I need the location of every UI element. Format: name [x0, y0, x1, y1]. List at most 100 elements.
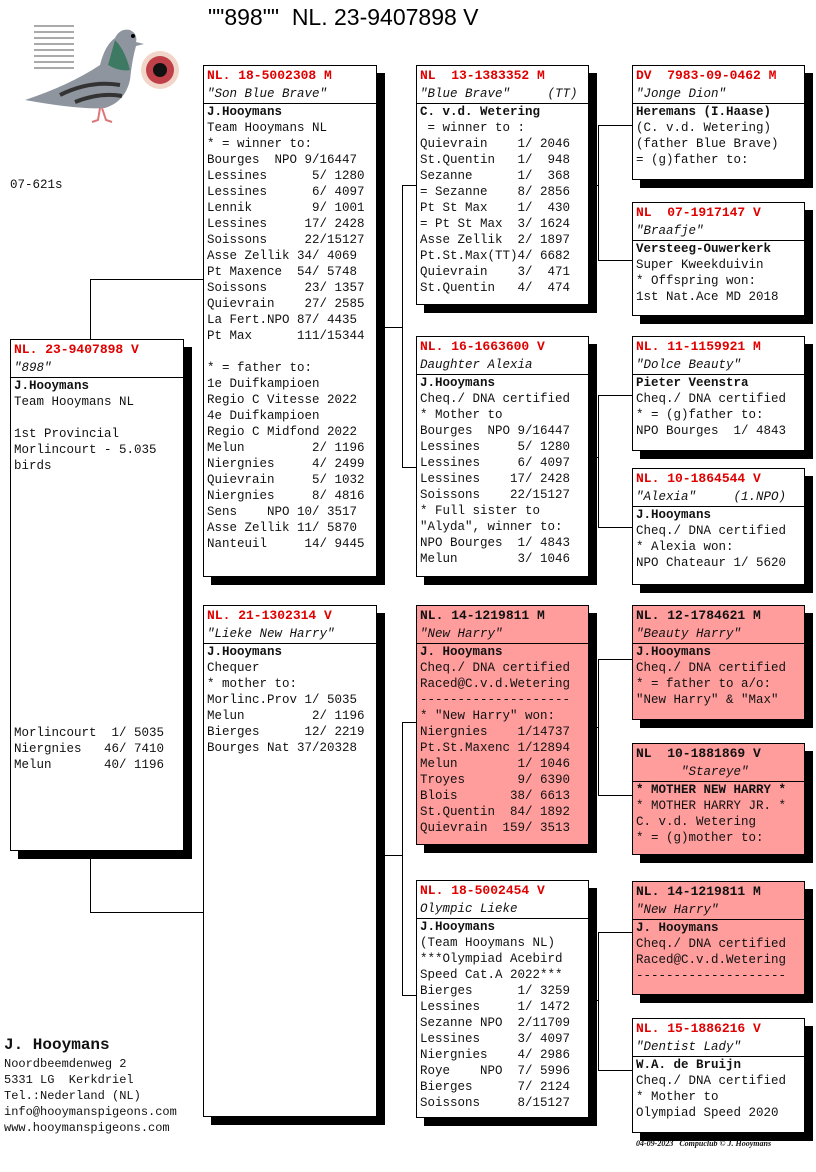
card-line: Asse Zellik 2/ 1897: [420, 233, 571, 247]
card-line: Niergnies 8/ 4816: [207, 489, 365, 503]
card-line: Cheq./ DNA certified: [636, 661, 787, 675]
card-line: Lennik 9/ 1001: [207, 201, 365, 215]
pedigree-card-sire: NL. 18-5002308 M "Son Blue Brave" J.Hooyma…: [203, 65, 377, 577]
connector-line: [90, 912, 203, 913]
card-line: Chequer: [207, 661, 260, 675]
pigeon-name: "Dolce Beauty": [636, 358, 742, 372]
card-line: Raced@C.v.d.Wetering: [420, 677, 571, 691]
card-line: 4e Duifkampioen: [207, 409, 320, 423]
card-line: W.A. de Bruijn: [636, 1058, 742, 1072]
pedigree-card-ssd: NL 07-1917147 V "Braafje" Versteeg-Ouwerke…: [632, 202, 805, 316]
card-line: Pieter Veenstra: [636, 376, 749, 390]
card-line: * = father to a/o:: [636, 677, 772, 691]
card-line: Roye NPO 7/ 5996: [420, 1064, 571, 1078]
card-line: --------------------: [636, 969, 787, 983]
card-line: NPO Chateaur 1/ 5620: [636, 556, 787, 570]
card-header: NL. 16-1663600 V Daughter Alexia: [417, 337, 588, 375]
connector-line: [376, 327, 402, 328]
card-line: Soissons 22/15127: [207, 233, 365, 247]
owner-block: J. Hooymans Noordbeemdenweg 2 5331 LG Ke…: [4, 1034, 177, 1136]
card-line: Cheq./ DNA certified: [420, 661, 571, 675]
card-header: DV 7983-09-0462 M "Jonge Dion": [633, 66, 804, 104]
card-line: Sezanne 1/ 368: [420, 169, 571, 183]
pigeon-name: Olympic Lieke: [420, 902, 518, 916]
ring-number: NL. 11-1159921 M: [636, 339, 761, 354]
connector-line: [598, 125, 599, 260]
ring-number: NL. 12-1784621 M: [636, 608, 761, 623]
card-line: * = father to:: [207, 361, 313, 375]
ring-number: NL. 14-1219811 M: [636, 884, 761, 899]
card-line: Quievrain 1/ 2046: [420, 137, 571, 151]
card-line: Niergnies 4/ 2986: [420, 1048, 571, 1062]
card-line: Super Kweekduivin: [636, 258, 764, 272]
card-line: Bourges NPO 9/16447: [420, 424, 571, 438]
card-line: Bourges NPO 9/16447: [207, 153, 358, 167]
card-line: J.Hooymans: [207, 645, 283, 659]
card-line: Olympiad Speed 2020: [636, 1106, 779, 1120]
card-line: J.Hooymans: [636, 645, 712, 659]
connector-line: [588, 185, 598, 186]
card-line: "Alyda", winner to:: [420, 520, 563, 534]
card-line: Pt Max 111/15344: [207, 329, 365, 343]
card-line: * MOTHER NEW HARRY *: [636, 783, 787, 797]
pedigree-card-sss: DV 7983-09-0462 M "Jonge Dion" Heremans (I…: [632, 65, 805, 180]
card-line: Cheq./ DNA certified: [636, 1074, 787, 1088]
card-line: "New Harry" & "Max": [636, 693, 779, 707]
card-header: NL. 18-5002308 M "Son Blue Brave": [204, 66, 376, 104]
card-line: Nanteuil 14/ 9445: [207, 537, 365, 551]
card-header: NL. 15-1886216 V "Dentist Lady": [633, 1019, 804, 1057]
card-line: Lessines 3/ 4097: [420, 1032, 571, 1046]
connector-line: [598, 932, 632, 933]
pedigree-card-dam: NL. 21-1302314 V "Lieke New Harry" J.Hooym…: [203, 605, 377, 1117]
card-line: Regio C Vitesse 2022: [207, 393, 358, 407]
card-line: Melun 3/ 1046: [420, 552, 571, 566]
card-line: * Full sister to: [420, 504, 541, 518]
card-line: Pt.St.Maxenc 1/12894: [420, 741, 571, 755]
card-line: = Sezanne 8/ 2856: [420, 185, 571, 199]
card-line: Quievrain 3/ 471: [420, 265, 571, 279]
card-line: Bierges 12/ 2219: [207, 725, 365, 739]
card-line: Soissons 23/ 1357: [207, 281, 365, 295]
pedigree-card-sdd: NL. 10-1864544 V "Alexia" (1.NPO) J.Hooyma…: [632, 468, 805, 585]
card-line: St.Quentin 84/ 1892: [420, 805, 571, 819]
ring-number: NL 13-1383352 M: [420, 68, 545, 83]
card-line: Niergnies 4/ 2499: [207, 457, 365, 471]
card-body: J. Hooymans Cheq./ DNA certified Raced@C.v…: [633, 920, 804, 984]
card-header: NL. 18-5002454 V Olympic Lieke: [417, 881, 588, 919]
card-line: --------------------: [420, 693, 571, 707]
card-header: NL. 23-9407898 V "898": [11, 340, 183, 378]
card-line: Sezanne NPO 2/11709: [420, 1016, 571, 1030]
pedigree-card-root: NL. 23-9407898 V "898" J.Hooymans Team Hooy…: [10, 339, 184, 851]
connector-line: [598, 1070, 632, 1071]
card-header: NL. 11-1159921 M "Dolce Beauty": [633, 337, 804, 375]
card-line: * mother to:: [207, 677, 298, 691]
connector-line: [598, 659, 632, 660]
card-line: Melun 2/ 1196: [207, 709, 365, 723]
card-line: * Alexia won:: [636, 540, 734, 554]
owner-email[interactable]: info@hooymanspigeons.com: [4, 1105, 177, 1119]
card-line: Pt.St.Max(TT)4/ 6682: [420, 249, 571, 263]
card-line: ***Olympiad Acebird: [420, 952, 563, 966]
owner-website[interactable]: www.hooymanspigeons.com: [4, 1121, 170, 1135]
card-header: NL. 21-1302314 V "Lieke New Harry": [204, 606, 376, 644]
card-line: 1e Duifkampioen: [207, 377, 320, 391]
ring-number: NL. 10-1864544 V: [636, 471, 761, 486]
card-header: NL. 14-1219811 M "New Harry": [633, 882, 804, 920]
card-body: W.A. de Bruijn Cheq./ DNA certified * Moth…: [633, 1057, 804, 1121]
connector-line: [402, 722, 403, 996]
owner-name: J. Hooymans: [4, 1036, 110, 1054]
card-line: J.Hooymans: [420, 376, 496, 390]
card-body: J. Hooymans Cheq./ DNA certified Raced@C.v…: [417, 644, 588, 836]
card-line: Morlincourt - 5.035: [14, 443, 157, 457]
card-body: Versteeg-Ouwerkerk Super Kweekduivin * Off…: [633, 241, 804, 305]
card-body: J.Hooymans Cheq./ DNA certified * Alexia w…: [633, 507, 804, 571]
pigeon-name: "Son Blue Brave": [207, 87, 328, 101]
card-line: * "New Harry" won:: [420, 709, 556, 723]
ring-number: NL. 18-5002308 M: [207, 68, 332, 83]
card-line: Cheq./ DNA certified: [636, 524, 787, 538]
card-body: J.Hooymans Cheq./ DNA certified * Mother t…: [417, 375, 588, 567]
card-line: Pt St Max 1/ 430: [420, 201, 571, 215]
connector-line: [588, 727, 598, 728]
ring-number: NL. 18-5002454 V: [420, 883, 545, 898]
card-line: Lessines 5/ 1280: [207, 169, 365, 183]
